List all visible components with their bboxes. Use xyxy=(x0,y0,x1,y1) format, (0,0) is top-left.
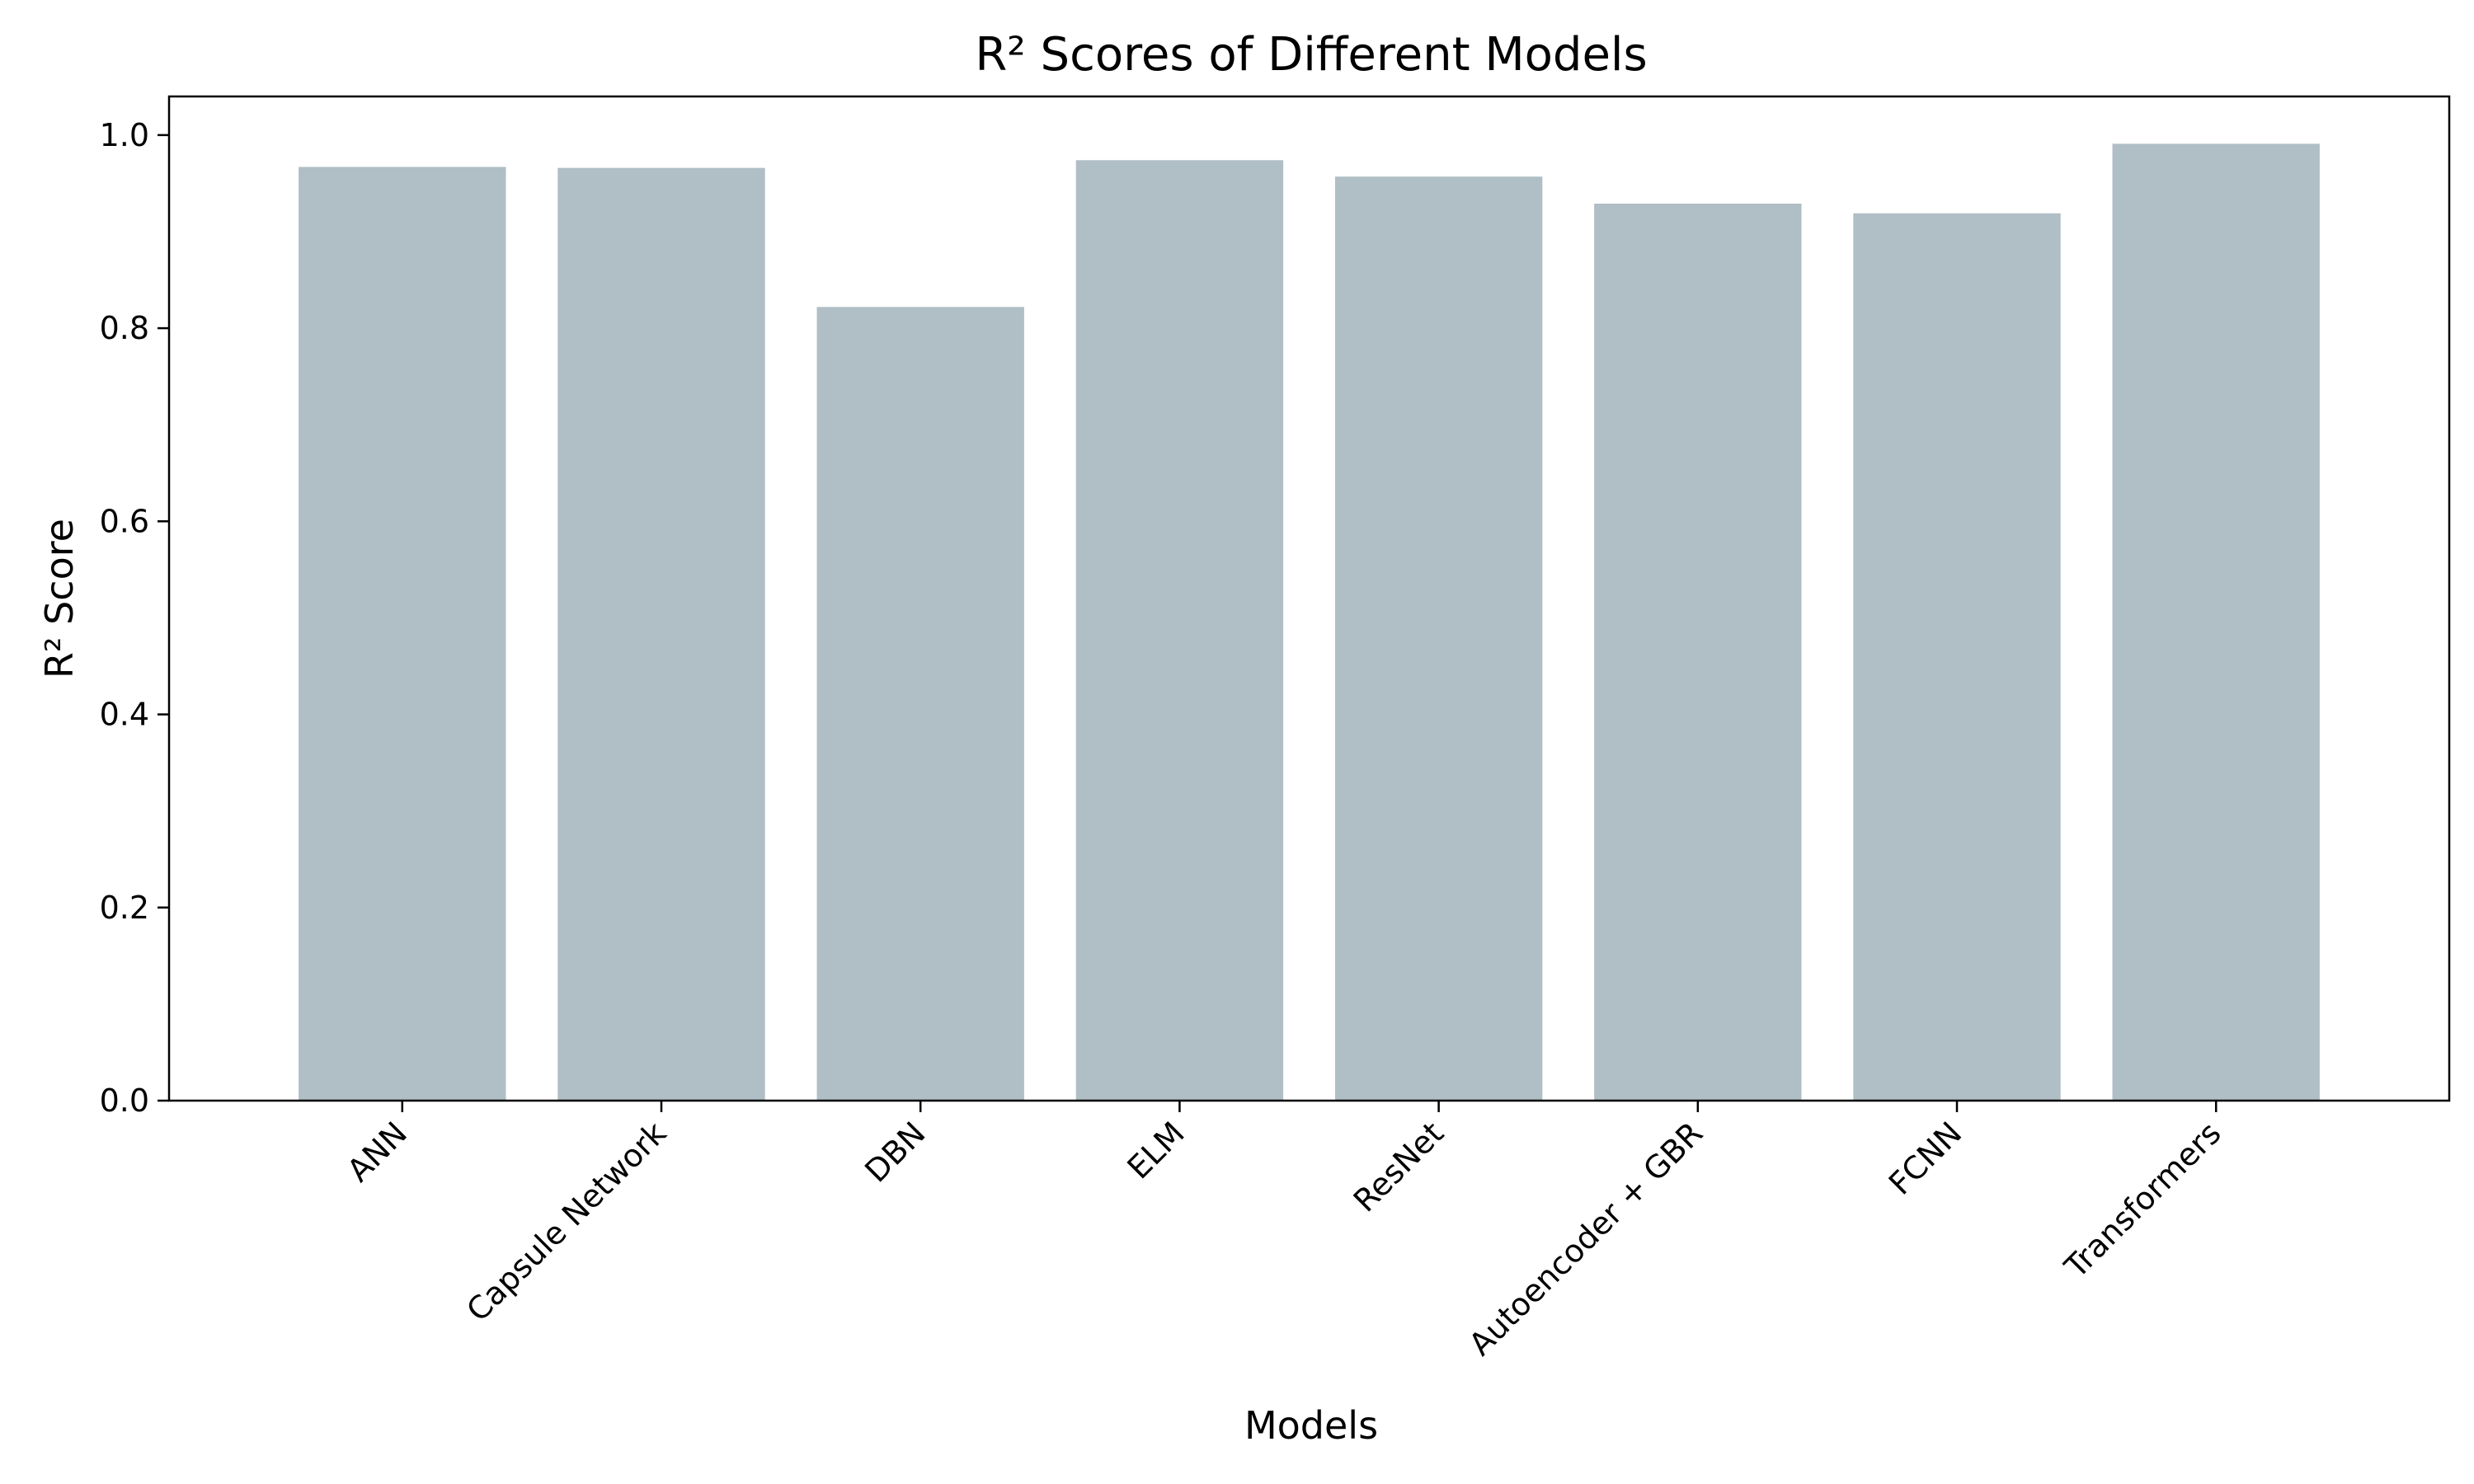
y-axis: 0.0 0.2 0.4 0.6 0.8 1.0 xyxy=(100,117,169,1119)
y-tick-label: 0.6 xyxy=(100,503,149,539)
x-tick-label: DBN xyxy=(858,1115,932,1189)
x-tick-label: Capsule Network xyxy=(459,1115,673,1328)
x-tick-label: Transformers xyxy=(2058,1115,2228,1285)
x-tick-label: FCNN xyxy=(1882,1115,1969,1202)
bar-capsule-network xyxy=(557,167,765,1101)
y-tick-label: 1.0 xyxy=(100,117,149,153)
plot-frame xyxy=(167,95,2451,1102)
y-tick-label: 0.0 xyxy=(100,1082,149,1119)
bar-elm xyxy=(1075,160,1284,1101)
x-axis-label: Models xyxy=(1244,1403,1378,1448)
bar-fcnn xyxy=(1853,213,2061,1101)
x-tick-label: Autoencoder + GBR xyxy=(1462,1115,1710,1362)
x-tick-label: ResNet xyxy=(1347,1115,1451,1219)
x-tick-label: ELM xyxy=(1121,1115,1192,1186)
bar-resnet xyxy=(1334,176,1543,1101)
x-tick-label: ANN xyxy=(340,1115,414,1189)
bar-transformers xyxy=(2112,143,2320,1101)
y-tick-label: 0.4 xyxy=(100,697,149,733)
y-tick-label: 0.8 xyxy=(100,310,149,346)
bar-ann xyxy=(299,167,506,1101)
bar-dbn xyxy=(816,307,1024,1101)
chart-title: R² Scores of Different Models xyxy=(975,28,1647,82)
y-tick-label: 0.2 xyxy=(100,890,149,926)
bar-autoencoder-gbr xyxy=(1594,203,1802,1101)
y-axis-label: R² Score xyxy=(37,519,82,679)
bars-group xyxy=(299,143,2320,1101)
x-axis: ANN Capsule Network DBN ELM ResNet Autoencode… xyxy=(340,1101,2228,1363)
